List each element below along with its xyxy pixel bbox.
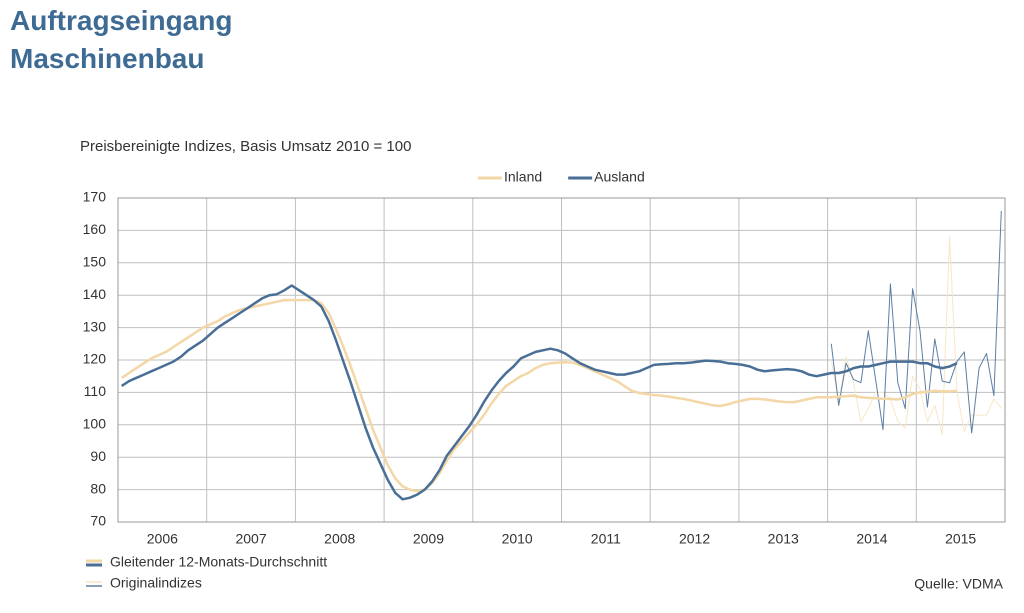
x-tick-label: 2006: [147, 531, 178, 547]
line: [830, 210, 1002, 434]
x-tick-label: 2008: [324, 531, 355, 547]
y-tick-label: 80: [90, 480, 106, 496]
x-tick-label: 2009: [413, 531, 444, 547]
source: Quelle: VDMA: [914, 576, 1003, 592]
x-tick-label: 2015: [945, 531, 976, 547]
y-tick-label: 70: [90, 513, 106, 529]
x-tick-label: 2011: [591, 531, 621, 547]
legend-note: Originalindizes: [110, 575, 202, 591]
y-tick-label: 160: [83, 221, 107, 237]
x-tick-label: 2010: [502, 531, 533, 547]
y-tick-label: 130: [83, 318, 107, 334]
y-tick-label: 100: [83, 416, 107, 432]
x-tick-label: 2013: [768, 531, 799, 547]
line: [121, 284, 958, 501]
x-tick-label: 2012: [679, 531, 710, 547]
legend-label: Ausland: [594, 169, 645, 185]
chart-title: Maschinenbau: [10, 43, 204, 74]
y-tick-label: 170: [83, 189, 107, 205]
legend-label: Inland: [504, 169, 542, 185]
chart-title: Auftragseingang: [10, 5, 232, 36]
y-tick-label: 90: [90, 448, 106, 464]
legend-note: Gleitender 12-Monats-Durchschnitt: [110, 554, 327, 570]
y-tick-label: 150: [83, 254, 107, 270]
plot-border: [117, 197, 1006, 523]
x-tick-label: 2014: [856, 531, 887, 547]
chart-subtitle: Preisbereinigte Indizes, Basis Umsatz 20…: [80, 138, 411, 155]
y-tick-label: 120: [83, 351, 107, 367]
line: [830, 236, 1002, 435]
y-tick-label: 110: [84, 383, 107, 399]
line: [121, 298, 958, 493]
x-tick-label: 2007: [235, 531, 266, 547]
y-tick-label: 140: [83, 286, 107, 302]
